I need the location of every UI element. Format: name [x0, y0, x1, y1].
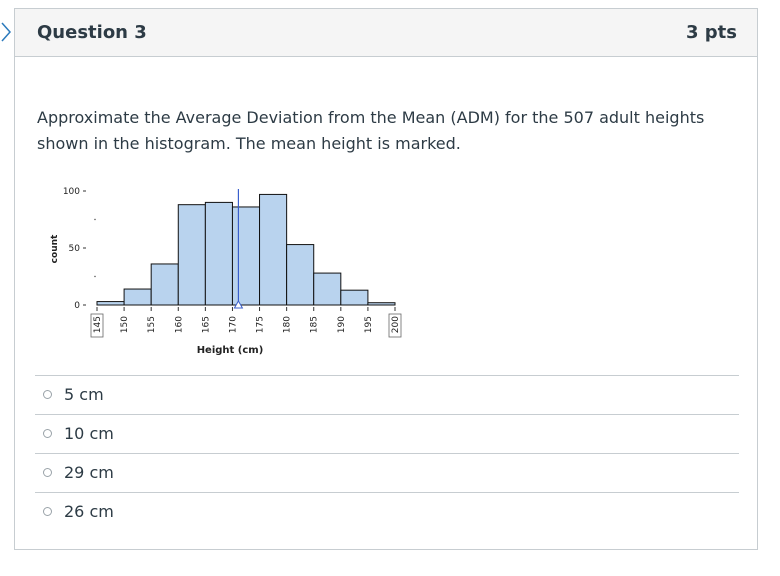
answer-option[interactable]: 10 cm: [35, 414, 739, 452]
answer-list: 5 cm 10 cm 29 cm 26 cm: [35, 375, 739, 530]
question-text: Approximate the Average Deviation from t…: [37, 108, 705, 153]
x-tick-label-box: [90, 313, 104, 338]
answer-label: 26 cm: [64, 502, 114, 521]
x-tick-label: 195: [364, 316, 374, 333]
y-tick-label: 100: [63, 187, 80, 197]
x-tick-label: 150: [120, 316, 130, 333]
histogram-bar: [123, 288, 152, 306]
x-tick-label: 170: [228, 316, 238, 333]
histogram-bar: [313, 272, 342, 306]
histogram-chart: 0 50 100 count 145 150 155 160 165 170 175 180 185 19…: [50, 187, 402, 356]
y-minor-tick: [94, 275, 96, 278]
radio-button[interactable]: [43, 390, 52, 399]
y-minor-tick: [94, 218, 96, 221]
answer-option[interactable]: 26 cm: [35, 492, 739, 530]
radio-button[interactable]: [43, 507, 52, 516]
x-tick-label: 155: [147, 316, 157, 333]
x-axis-label: Height (cm): [197, 345, 264, 356]
question-title: Question 3: [37, 22, 147, 43]
histogram-bar: [204, 201, 233, 306]
x-tick-label: 175: [256, 316, 266, 333]
x-tick-label: 185: [310, 316, 320, 333]
y-axis-label: count: [50, 234, 60, 263]
answer-label: 29 cm: [64, 463, 114, 482]
x-tick-label: 190: [337, 316, 347, 333]
answer-label: 5 cm: [64, 385, 104, 404]
question-card: Question 3 3 pts Approximate the Average…: [14, 8, 758, 550]
question-header: Question 3 3 pts: [15, 9, 757, 57]
x-tick-label: 145: [93, 316, 103, 333]
radio-button[interactable]: [43, 429, 52, 438]
x-tick-label: 165: [201, 316, 211, 333]
y-tick-label: 50: [69, 244, 81, 254]
answer-option[interactable]: 29 cm: [35, 453, 739, 491]
x-tick-label-box: [388, 313, 402, 338]
histogram-bar: [259, 193, 288, 306]
histogram-bar: [340, 289, 369, 306]
answer-option[interactable]: 5 cm: [35, 375, 739, 413]
x-tick-label: 180: [283, 316, 293, 333]
histogram-bar: [150, 263, 179, 306]
histogram-bar: [286, 244, 315, 306]
y-tick-label: 0: [74, 301, 80, 311]
histogram-bar: [231, 206, 261, 306]
chevron-right-icon[interactable]: [0, 22, 14, 42]
radio-button[interactable]: [43, 468, 52, 477]
histogram-bar: [177, 204, 206, 306]
histogram-bar: [367, 302, 396, 306]
x-tick-label: 200: [391, 316, 401, 333]
histogram-bar: [96, 301, 125, 306]
answer-label: 10 cm: [64, 424, 114, 443]
mean-marker: [233, 299, 244, 309]
question-points: 3 pts: [686, 22, 737, 43]
x-tick-label: 160: [174, 316, 184, 333]
